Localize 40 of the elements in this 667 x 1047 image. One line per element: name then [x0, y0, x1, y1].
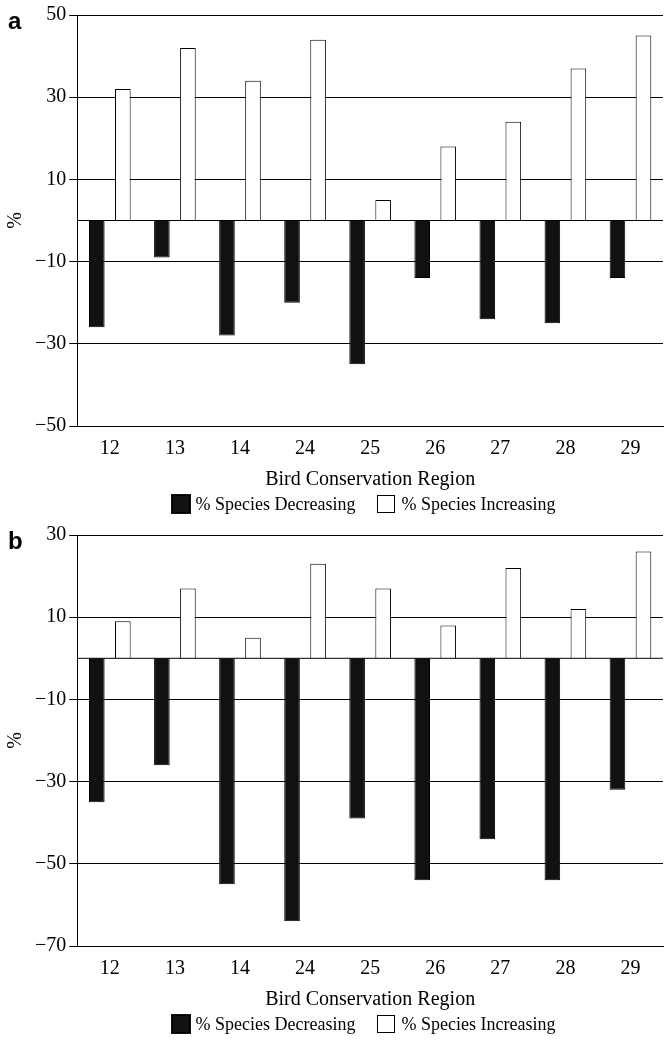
x-tick-label: 26	[425, 956, 446, 979]
x-tick-label: 25	[360, 956, 381, 979]
x-tick-label: 12	[99, 956, 120, 979]
y-tick-label: 30	[46, 522, 67, 545]
legend-label: % Species Decreasing	[195, 493, 356, 514]
y-tick-label: 10	[46, 166, 67, 189]
x-tick-label: 13	[164, 956, 185, 979]
text: b	[8, 526, 23, 554]
y-tick-label: −10	[35, 686, 67, 709]
x-tick-label: 14	[229, 436, 250, 459]
x-tick-label: 27	[490, 436, 511, 459]
x-tick-label: 26	[425, 436, 446, 459]
y-tick-label: −30	[35, 331, 67, 354]
x-tick-label: 14	[229, 956, 250, 979]
legend-label: % Species Increasing	[401, 1013, 556, 1034]
y-tick-label: 30	[46, 84, 67, 107]
y-axis-title: %	[3, 212, 26, 229]
x-tick-label: 29	[620, 956, 641, 979]
x-tick-label: 28	[555, 956, 576, 979]
x-tick-label: 24	[295, 956, 316, 979]
y-tick-label: −50	[35, 413, 67, 436]
x-axis-title: Bird Conservation Region	[265, 987, 476, 1011]
y-tick-label: 10	[46, 604, 67, 627]
y-tick-label: −30	[35, 768, 67, 791]
x-tick-label: 29	[620, 436, 641, 459]
y-tick-label: −70	[35, 933, 67, 956]
x-tick-label: 24	[295, 436, 316, 459]
y-tick-label: 50	[46, 2, 67, 25]
x-tick-label: 28	[555, 436, 576, 459]
legend-label: % Species Decreasing	[195, 1013, 356, 1034]
legend-label: % Species Increasing	[401, 493, 556, 514]
x-axis-title: Bird Conservation Region	[265, 467, 476, 491]
x-tick-label: 13	[164, 436, 185, 459]
y-tick-label: −50	[35, 851, 67, 874]
x-tick-label: 12	[99, 436, 120, 459]
x-tick-label: 27	[490, 956, 511, 979]
y-tick-label: −10	[35, 248, 67, 271]
x-tick-label: 25	[360, 436, 381, 459]
y-axis-title: %	[3, 732, 26, 749]
text: a	[8, 6, 22, 34]
